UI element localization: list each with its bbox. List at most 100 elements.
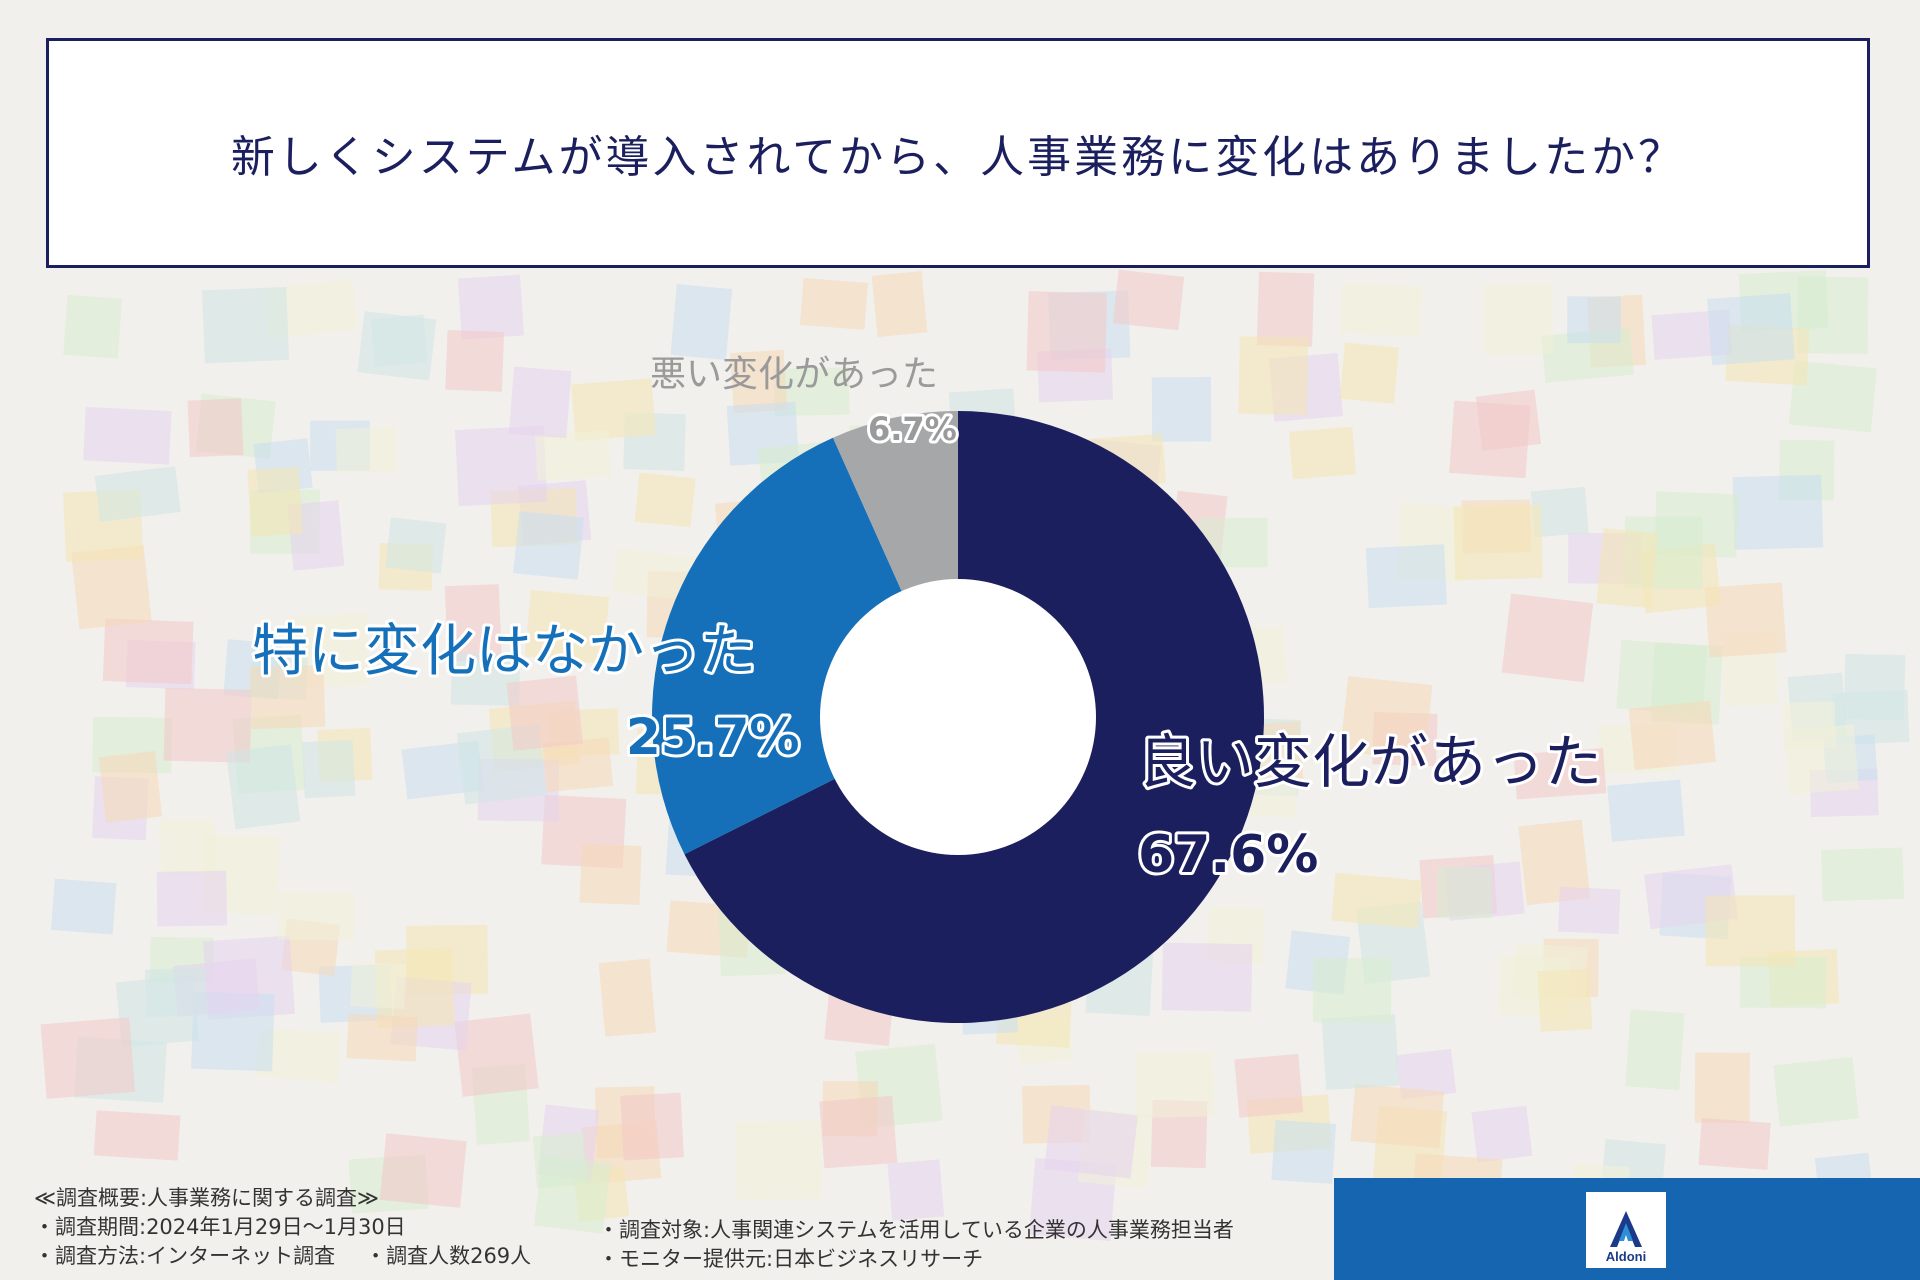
sticky-note bbox=[93, 1110, 181, 1161]
question-title: 新しくシステムが導入されてから、人事業務に変化はありましたか？ bbox=[230, 132, 1686, 183]
sticky-note bbox=[1501, 593, 1594, 683]
sticky-note bbox=[350, 961, 407, 1009]
sticky-note bbox=[506, 675, 584, 751]
sticky-note bbox=[163, 687, 252, 763]
sticky-note bbox=[871, 271, 928, 338]
sticky-note bbox=[1151, 377, 1212, 442]
sticky-note bbox=[1773, 1056, 1859, 1127]
survey-period: ・調査期間:2024年1月29日～1月30日 bbox=[34, 1215, 406, 1239]
sticky-note bbox=[445, 330, 505, 392]
sticky-note bbox=[730, 349, 788, 414]
sticky-note bbox=[1607, 779, 1685, 842]
sticky-note bbox=[1471, 1105, 1533, 1163]
sticky-note bbox=[255, 1027, 342, 1083]
sticky-note bbox=[1135, 1051, 1215, 1119]
sticky-note bbox=[1321, 1014, 1400, 1091]
sticky-note bbox=[1739, 956, 1827, 1009]
sticky-note bbox=[249, 664, 326, 730]
sticky-note bbox=[620, 1092, 684, 1161]
sticky-note bbox=[1238, 336, 1309, 415]
sticky-note bbox=[1453, 504, 1543, 581]
sticky-note bbox=[1256, 271, 1315, 347]
sticky-note bbox=[1530, 486, 1589, 538]
sticky-note bbox=[1449, 400, 1531, 479]
sticky-note bbox=[1288, 426, 1357, 480]
sticky-note bbox=[1365, 544, 1447, 609]
sticky-note bbox=[534, 1155, 611, 1234]
sticky-note bbox=[634, 472, 696, 528]
sticky-note bbox=[887, 1159, 945, 1221]
sticky-note bbox=[508, 366, 572, 439]
sticky-note bbox=[1628, 700, 1716, 771]
sticky-note bbox=[1234, 1053, 1304, 1118]
survey-summary: ≪調査概要:人事業務に関する調査≫ ・調査期間:2024年1月29日～1月30日… bbox=[34, 1184, 531, 1271]
sticky-note bbox=[1340, 282, 1423, 338]
sticky-note bbox=[1596, 528, 1659, 609]
sticky-note bbox=[370, 314, 428, 368]
sticky-note bbox=[301, 739, 356, 799]
sticky-note bbox=[160, 818, 216, 875]
sticky-note bbox=[1161, 942, 1253, 1012]
sticky-note bbox=[94, 466, 181, 522]
sticky-note bbox=[50, 878, 117, 935]
sticky-note bbox=[187, 398, 244, 458]
sticky-note bbox=[335, 427, 398, 473]
slice-value-2: 6.7% bbox=[868, 410, 957, 448]
sticky-note bbox=[1705, 895, 1796, 967]
sticky-note bbox=[524, 589, 610, 664]
survey-details: ・調査対象:人事関連システムを活用している企業の人事業務担当者 ・モニター提供元… bbox=[598, 1216, 1234, 1274]
sticky-note bbox=[385, 517, 447, 574]
sticky-note bbox=[1482, 283, 1554, 355]
sticky-note bbox=[1694, 1052, 1750, 1123]
sticky-note bbox=[819, 1095, 898, 1169]
sticky-note bbox=[247, 466, 303, 537]
sticky-note bbox=[1537, 968, 1593, 1032]
sticky-note bbox=[63, 294, 123, 359]
sticky-note bbox=[102, 618, 194, 685]
sticky-note bbox=[1513, 748, 1607, 800]
sticky-note bbox=[83, 406, 172, 465]
slice-label-1: 特に変化はなかった bbox=[252, 619, 756, 684]
slice-label-0: 良い変化があった bbox=[1138, 728, 1602, 796]
sticky-note bbox=[1518, 819, 1591, 906]
aldoni-logo: Aldoni bbox=[1586, 1192, 1666, 1268]
sticky-note bbox=[542, 737, 614, 792]
sticky-note bbox=[1026, 291, 1107, 373]
sticky-note bbox=[1271, 1119, 1337, 1184]
sticky-note bbox=[156, 870, 228, 927]
sticky-note bbox=[225, 744, 301, 830]
sticky-note bbox=[534, 430, 611, 481]
sticky-note bbox=[1784, 724, 1860, 795]
sticky-note bbox=[454, 425, 548, 507]
sticky-note bbox=[1331, 872, 1422, 929]
aldoni-logo-icon bbox=[1610, 1211, 1642, 1247]
survey-heading: ≪調査概要:人事業務に関する調査≫ bbox=[34, 1186, 380, 1210]
sticky-note bbox=[1704, 582, 1787, 658]
sticky-note bbox=[444, 584, 502, 662]
slice-value-1: 25.7% bbox=[626, 708, 799, 766]
sticky-note bbox=[454, 1013, 539, 1097]
sticky-note bbox=[1339, 342, 1400, 404]
survey-method: ・調査方法:インターネット調査 bbox=[34, 1244, 336, 1268]
question-title-box: 新しくシステムが導入されてから、人事業務に変化はありましたか？ bbox=[46, 38, 1870, 268]
sticky-note bbox=[1732, 474, 1824, 550]
sticky-note bbox=[1707, 293, 1795, 366]
slice-label-2: 悪い変化があった bbox=[650, 354, 938, 395]
sticky-note bbox=[571, 378, 656, 441]
sticky-note bbox=[457, 274, 524, 340]
sticky-note bbox=[450, 652, 521, 707]
sticky-note bbox=[1112, 269, 1185, 331]
sticky-note bbox=[800, 277, 869, 330]
logo-text: Aldoni bbox=[1605, 1249, 1647, 1264]
sticky-note bbox=[1616, 639, 1708, 715]
slice-value-0: 67.6% bbox=[1138, 825, 1318, 885]
sticky-note bbox=[379, 1133, 467, 1208]
sticky-note bbox=[1821, 847, 1905, 902]
sticky-note bbox=[1788, 360, 1877, 433]
donut-hole bbox=[820, 579, 1096, 855]
sticky-note bbox=[40, 1017, 136, 1099]
sticky-note bbox=[598, 958, 657, 1037]
sticky-note bbox=[513, 511, 585, 580]
sticky-note bbox=[734, 1120, 823, 1201]
